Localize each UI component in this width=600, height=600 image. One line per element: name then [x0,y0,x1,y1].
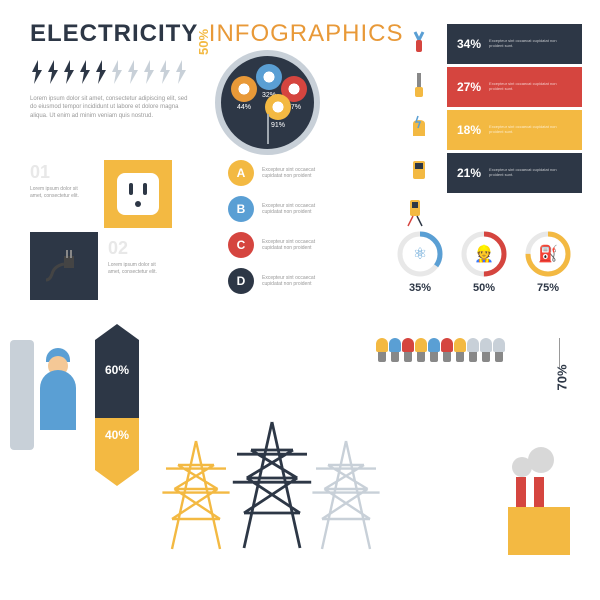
factory-icon [508,507,570,555]
bulb-icon [441,338,453,364]
bulb-icon [493,338,505,364]
percentage-bars: 34%Excepteur sint occaecat cupidatat non… [447,24,582,196]
number-01-text: Lorem ipsum dolor sit amet, consectetur … [30,186,90,199]
stat-bar: 18%Excepteur sint occaecat cupidatat non… [447,110,582,150]
bulb-icon [376,338,388,364]
outlet-icon [117,173,159,215]
stat-bar: 21%Excepteur sint occaecat cupidatat non… [447,153,582,193]
vbar-top-segment: 60% [95,340,139,418]
vbar-bottom-segment: 40% [95,418,139,470]
donut-chart: ⚛35% [396,230,444,294]
abcd-item: AExcepteur sint occaecat cupidatat non p… [228,160,332,186]
donut-chart: 👷50% [460,230,508,294]
fifty-percent-label: 50% [196,29,211,55]
number-01: 01 [30,162,50,183]
title-part2: INFOGRAPHICS [209,20,404,47]
number-02: 02 [108,238,128,259]
bulb-icon [402,338,414,364]
multimeter-icon [405,157,437,189]
screwdriver-icon [405,71,437,103]
bulb-icon [454,338,466,364]
stat-bar: 27%Excepteur sint occaecat cupidatat non… [447,67,582,107]
donut-chart: ⛽75% [524,230,572,294]
meter-gauge: 44%32%97%91% [215,50,320,155]
power-tower-icon [310,435,382,555]
power-tower-icon [230,415,314,555]
pliers-icon [405,28,437,60]
bulb-icon [389,338,401,364]
arrow-down-icon [95,470,139,486]
title-part1: ELECTRICITY [30,20,198,47]
stat-bar: 34%Excepteur sint occaecat cupidatat non… [447,24,582,64]
vbar-top-label: 60% [105,363,129,377]
abcd-list: AExcepteur sint occaecat cupidatat non p… [228,160,332,304]
meter-needle [267,114,269,144]
description-text: Lorem ipsum dolor sit amet, consectetur … [30,95,190,120]
plug-box [30,232,98,300]
outlet-box [104,160,172,228]
vbar-bottom-label: 40% [105,428,129,442]
electrician-worker [30,340,66,400]
arrow-up-icon [95,324,139,340]
abcd-item: DExcepteur sint occaecat cupidatat non p… [228,268,332,294]
multimeter-probe-icon [400,198,430,233]
bulb-icon [467,338,479,364]
donut-charts: ⚛35% 👷50% ⛽75% [396,230,572,294]
gloves-icon [405,114,437,146]
bolt-row [30,60,188,84]
number-02-text: Lorem ipsum dolor sit amet, consectetur … [108,262,168,275]
bulb-row [376,338,505,364]
bulb-icon [415,338,427,364]
bulb-icon [428,338,440,364]
power-tower-icon [160,435,232,555]
seventy-percent-label: 70% [554,364,569,390]
plug-icon [44,246,84,286]
vertical-bar-chart: 60% 40% [95,340,139,470]
abcd-item: CExcepteur sint occaecat cupidatat non p… [228,232,332,258]
bulb-icon [480,338,492,364]
abcd-item: BExcepteur sint occaecat cupidatat non p… [228,196,332,222]
